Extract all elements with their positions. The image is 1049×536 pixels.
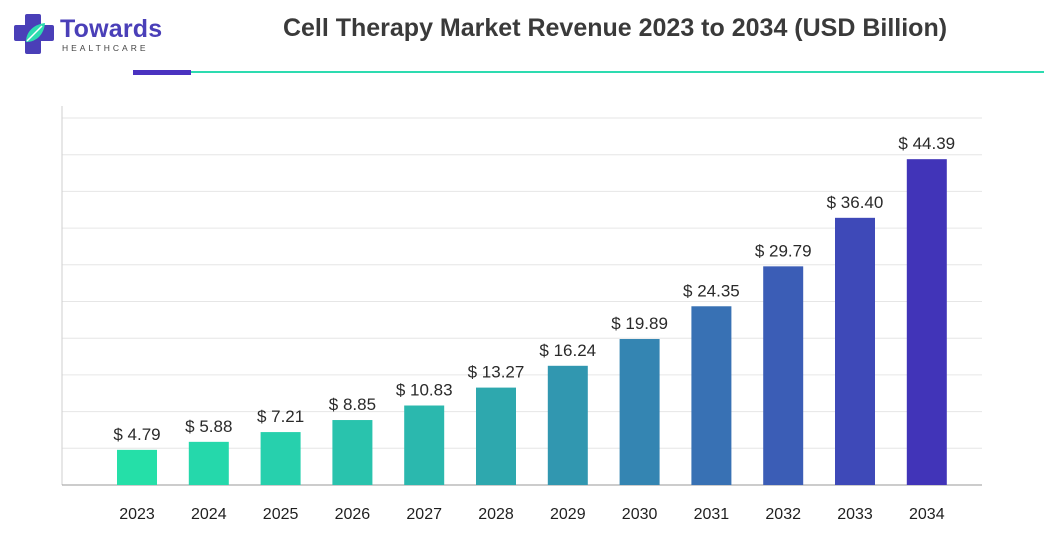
title-rule-accent <box>133 70 191 75</box>
medical-cross-icon <box>14 14 54 54</box>
bar-value-label-2029: $ 16.24 <box>539 341 596 360</box>
chart-title: Cell Therapy Market Revenue 2023 to 2034… <box>282 14 948 42</box>
x-tick-label-2031: 2031 <box>694 506 730 523</box>
bar-2032 <box>763 266 804 485</box>
x-tick-label-2028: 2028 <box>478 506 514 523</box>
x-tick-label-2025: 2025 <box>263 506 299 523</box>
bar-2033 <box>835 217 875 485</box>
bar-value-label-2030: $ 19.89 <box>611 314 668 333</box>
x-tick-label-2027: 2027 <box>406 506 442 523</box>
bar-value-label-2023: $ 4.79 <box>113 425 160 444</box>
bar-2029 <box>547 365 588 485</box>
bar-value-label-2034: $ 44.39 <box>898 134 955 153</box>
bar-2030 <box>619 339 660 485</box>
title-rule <box>191 71 1044 73</box>
bar-value-label-2024: $ 5.88 <box>185 417 232 436</box>
x-tick-label-2030: 2030 <box>622 506 658 523</box>
bar-value-label-2027: $ 10.83 <box>396 381 453 400</box>
bar-2028 <box>476 387 516 485</box>
x-tick-label-2026: 2026 <box>335 506 371 523</box>
bar-value-label-2026: $ 8.85 <box>329 395 376 414</box>
bar-2034 <box>906 159 947 485</box>
x-tick-label-2034: 2034 <box>909 506 945 523</box>
bar-value-label-2033: $ 36.40 <box>827 193 884 212</box>
bar-2031 <box>691 306 732 485</box>
brand-logo: Towards HEALTHCARE <box>12 12 172 56</box>
bar-2023 <box>117 449 157 485</box>
bar-value-label-2028: $ 13.27 <box>468 363 525 382</box>
bar-2026 <box>332 420 373 485</box>
bar-value-label-2032: $ 29.79 <box>755 241 812 260</box>
bar-value-label-2031: $ 24.35 <box>683 281 740 300</box>
brand-subtitle: HEALTHCARE <box>62 43 149 53</box>
x-tick-label-2024: 2024 <box>191 506 227 523</box>
x-tick-label-2033: 2033 <box>837 506 873 523</box>
x-tick-label-2023: 2023 <box>119 506 155 523</box>
x-tick-label-2029: 2029 <box>550 506 586 523</box>
bar-2025 <box>260 432 301 485</box>
bar-value-label-2025: $ 7.21 <box>257 407 304 426</box>
bar-2024 <box>188 441 229 485</box>
bar-2027 <box>404 405 445 485</box>
brand-name: Towards <box>60 15 163 43</box>
x-tick-label-2032: 2032 <box>765 506 801 523</box>
